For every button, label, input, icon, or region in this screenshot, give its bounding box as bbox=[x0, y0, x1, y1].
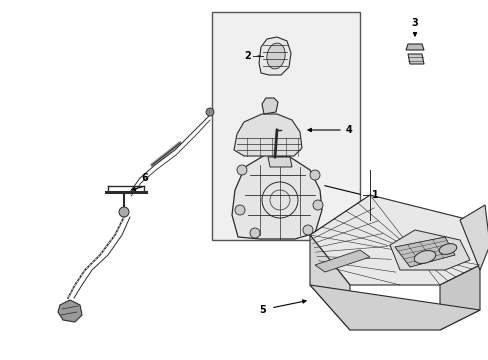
Polygon shape bbox=[314, 250, 369, 272]
Polygon shape bbox=[389, 230, 469, 270]
Text: 5: 5 bbox=[259, 305, 266, 315]
Polygon shape bbox=[394, 237, 454, 267]
Polygon shape bbox=[439, 265, 479, 330]
Bar bbox=[212, 12, 359, 240]
Text: 1: 1 bbox=[371, 190, 378, 200]
Polygon shape bbox=[231, 155, 321, 239]
Polygon shape bbox=[262, 98, 278, 114]
Polygon shape bbox=[459, 205, 488, 270]
Polygon shape bbox=[309, 235, 349, 330]
Polygon shape bbox=[407, 54, 423, 64]
Circle shape bbox=[312, 200, 323, 210]
Text: 3: 3 bbox=[411, 18, 418, 28]
Polygon shape bbox=[309, 195, 479, 285]
Polygon shape bbox=[58, 300, 82, 322]
Polygon shape bbox=[267, 157, 291, 167]
Circle shape bbox=[303, 225, 312, 235]
Circle shape bbox=[237, 165, 246, 175]
Circle shape bbox=[205, 108, 214, 116]
Circle shape bbox=[235, 205, 244, 215]
Ellipse shape bbox=[266, 43, 285, 69]
Circle shape bbox=[249, 228, 260, 238]
Text: 6: 6 bbox=[142, 173, 148, 183]
Circle shape bbox=[119, 207, 129, 217]
Circle shape bbox=[309, 170, 319, 180]
Polygon shape bbox=[405, 44, 423, 50]
Text: 2: 2 bbox=[244, 51, 251, 61]
Polygon shape bbox=[309, 285, 479, 330]
Text: 4: 4 bbox=[345, 125, 352, 135]
Polygon shape bbox=[259, 37, 290, 75]
Polygon shape bbox=[234, 114, 302, 156]
Ellipse shape bbox=[438, 244, 456, 255]
Ellipse shape bbox=[413, 251, 435, 264]
